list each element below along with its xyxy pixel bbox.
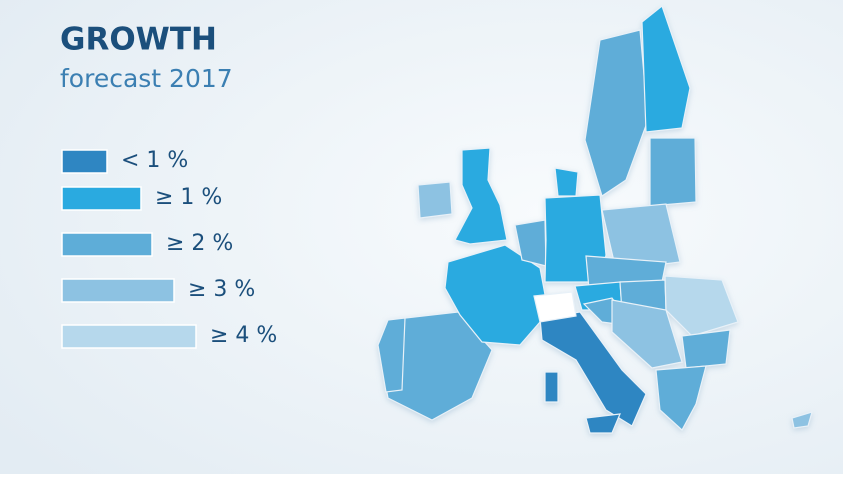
sicily xyxy=(585,413,621,434)
legend-swatch xyxy=(61,278,175,303)
sardinia xyxy=(544,371,559,403)
legend-label: ≥ 4 % xyxy=(210,323,277,348)
denmark xyxy=(554,167,579,197)
map xyxy=(377,4,813,434)
legend-label: ≥ 2 % xyxy=(166,231,233,256)
italy xyxy=(539,311,647,427)
switzerland xyxy=(533,291,577,323)
romania xyxy=(664,275,739,337)
cyprus xyxy=(791,411,813,429)
legend-label: ≥ 3 % xyxy=(188,277,255,302)
ireland xyxy=(417,181,453,219)
bulgaria xyxy=(681,329,731,369)
greece xyxy=(655,365,707,431)
legend-label: ≥ 1 % xyxy=(155,185,222,210)
portugal xyxy=(377,317,406,393)
legend-swatch xyxy=(61,324,197,349)
poland xyxy=(601,203,681,271)
uk xyxy=(454,147,508,245)
baltics xyxy=(649,137,697,207)
finland xyxy=(641,4,691,133)
balkans xyxy=(611,299,683,369)
sweden xyxy=(584,29,649,197)
legend-swatch xyxy=(61,232,153,257)
legend-swatch xyxy=(61,186,142,211)
legend-label: < 1 % xyxy=(121,148,188,173)
legend-swatch xyxy=(61,149,108,174)
legend: < 1 % ≥ 1 % ≥ 2 % ≥ 3 % ≥ 4 % xyxy=(61,148,277,349)
title: GROWTH xyxy=(60,22,217,58)
subtitle: forecast 2017 xyxy=(60,64,233,93)
